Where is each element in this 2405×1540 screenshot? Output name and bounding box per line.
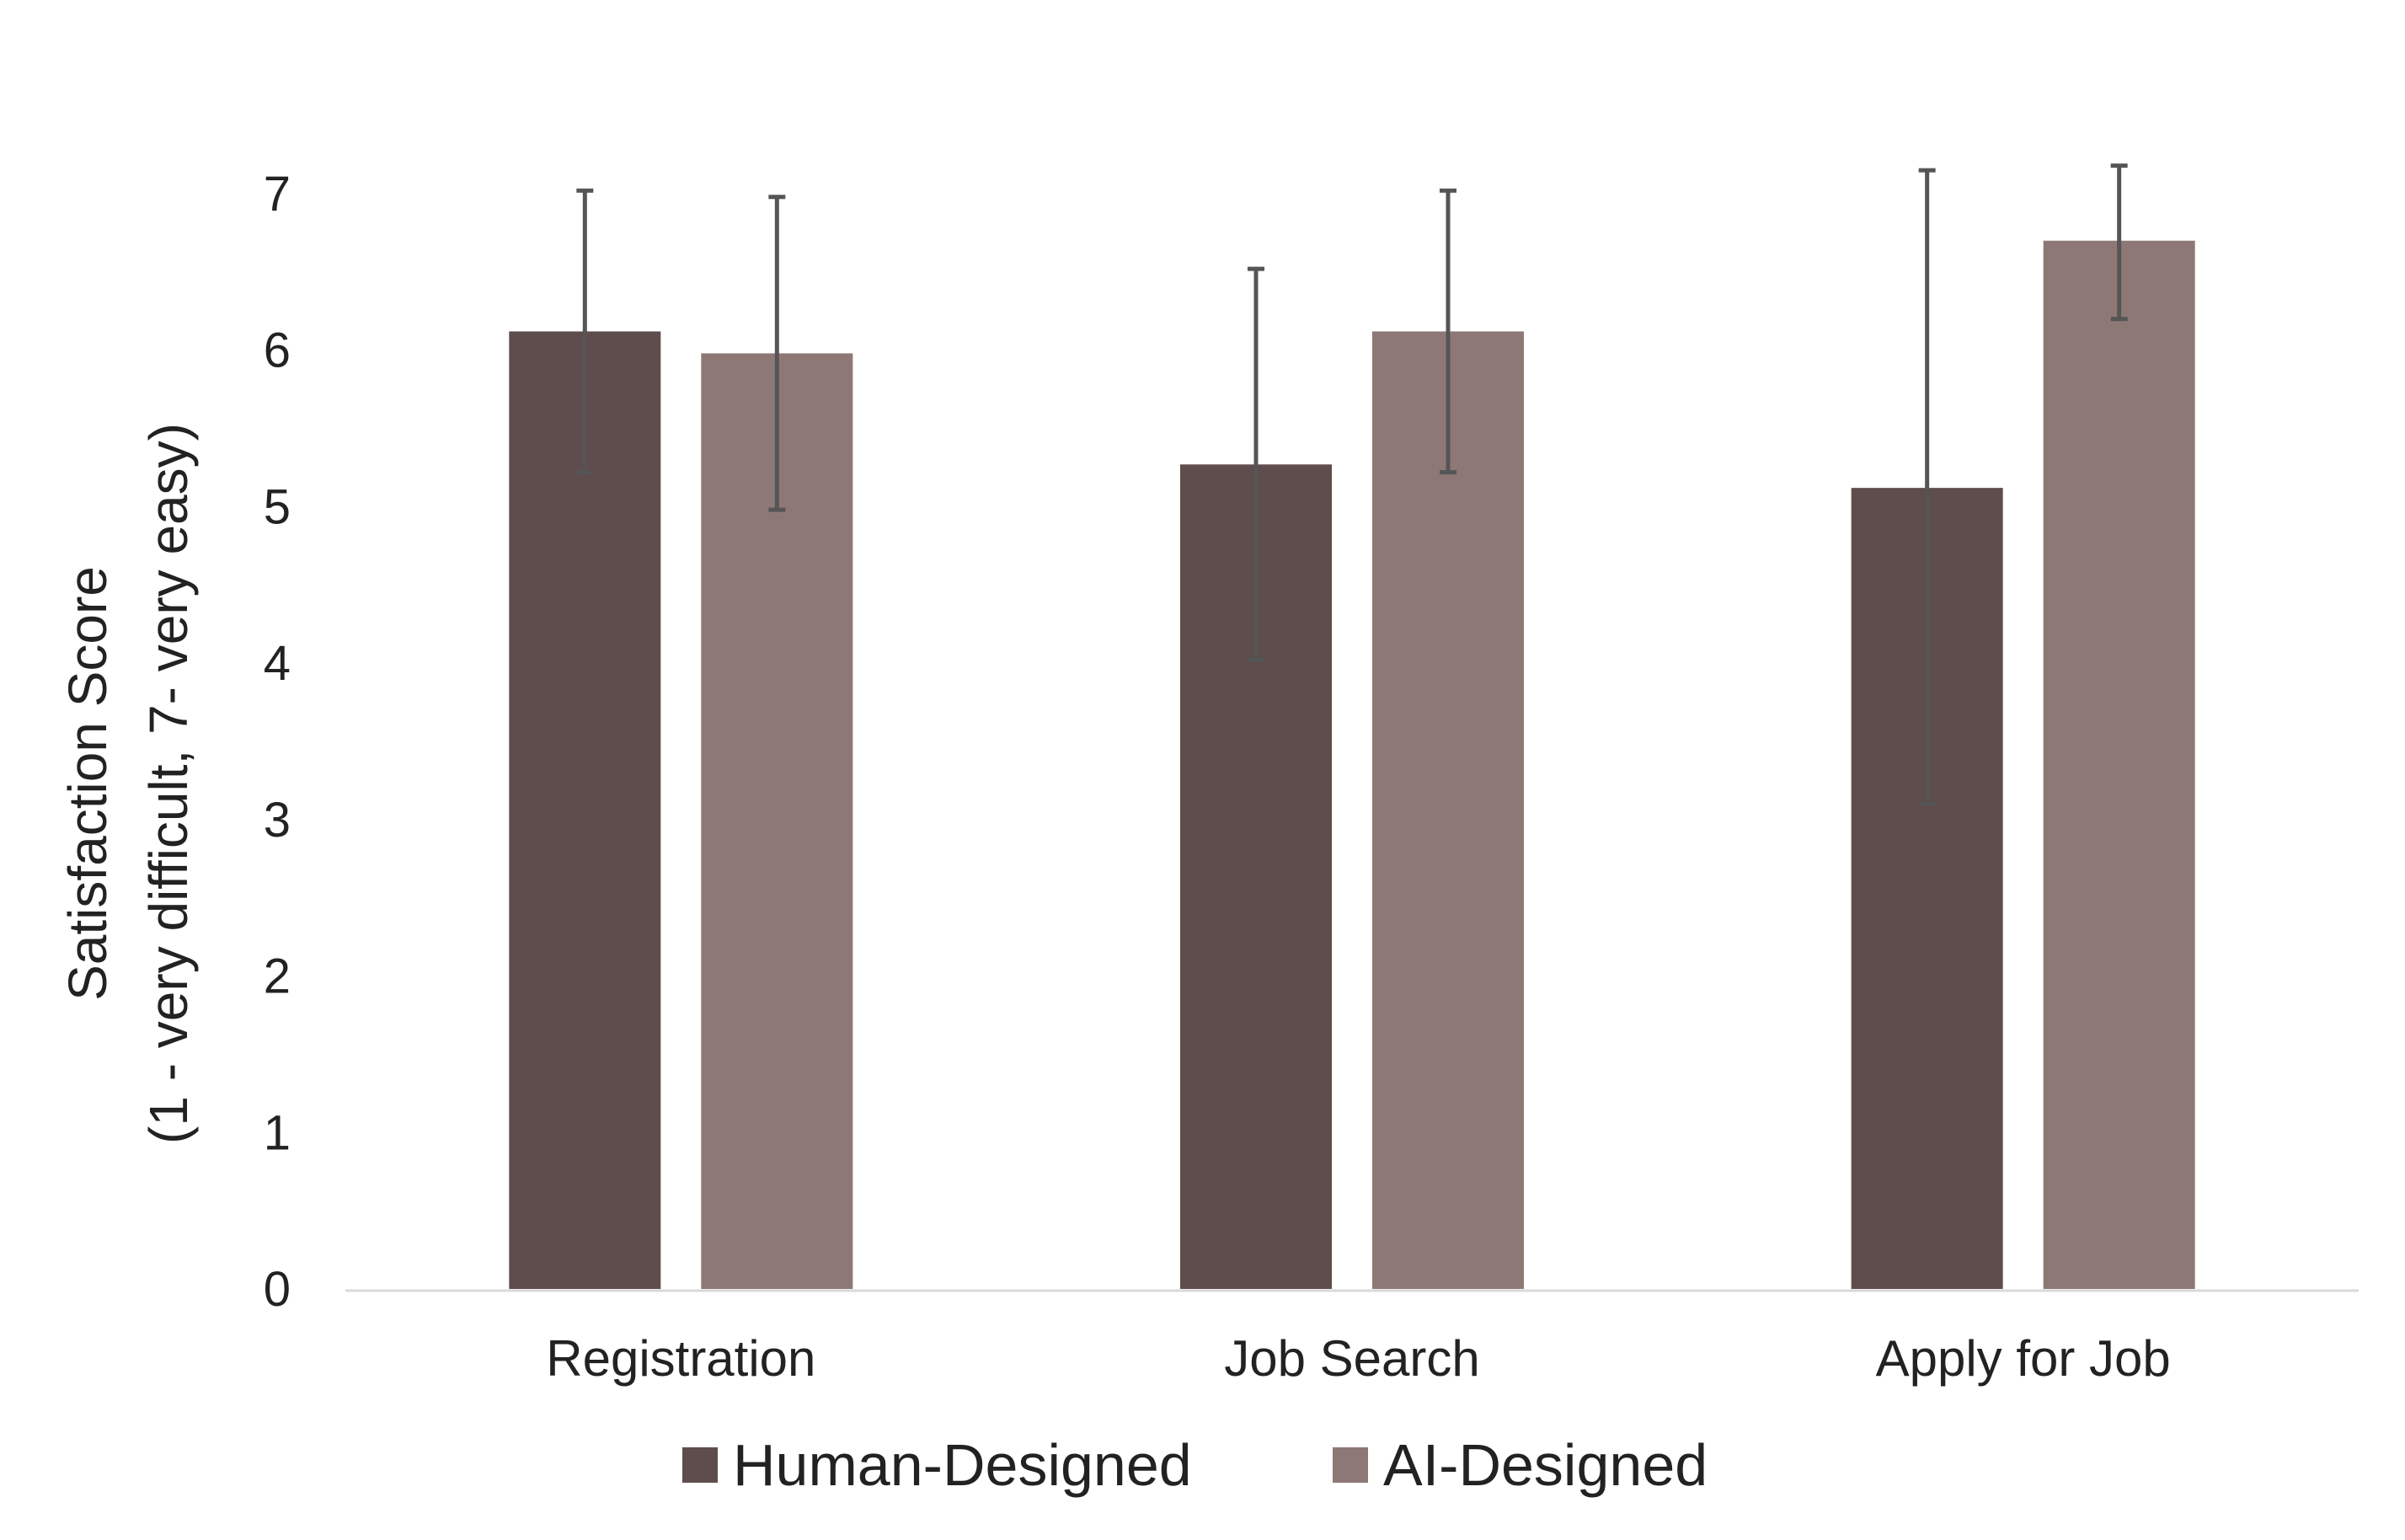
category-labels: Registration Job Search Apply for Job	[546, 1330, 2171, 1387]
x-category-label: Apply for Job	[1876, 1330, 2171, 1387]
legend-swatch	[682, 1447, 718, 1483]
y-axis-ticks: 0 1 2 3 4 5 6 7	[264, 167, 291, 1317]
y-tick-label: 4	[264, 636, 291, 691]
y-tick-label: 1	[264, 1105, 291, 1160]
error-bar	[768, 195, 786, 512]
y-tick-label: 0	[264, 1262, 291, 1317]
legend: Human-Designed AI-Designed	[682, 1432, 1708, 1498]
y-tick-label: 3	[264, 793, 291, 848]
error-bar	[576, 188, 594, 475]
legend-item: AI-Designed	[1333, 1432, 1708, 1498]
legend-item: Human-Designed	[682, 1432, 1192, 1498]
legend-label: Human-Designed	[733, 1432, 1192, 1498]
y-tick-label: 2	[264, 949, 291, 1004]
x-category-label: Job Search	[1224, 1330, 1480, 1387]
bar	[2043, 240, 2195, 1289]
y-axis-title-line1: Satisfaction Score	[57, 566, 118, 1001]
error-bar	[2110, 163, 2128, 322]
bar	[1372, 331, 1524, 1289]
legend-label: AI-Designed	[1383, 1432, 1708, 1498]
y-axis-title-line2: (1 - very difficult, 7- very easy)	[138, 423, 199, 1144]
error-bar	[1440, 188, 1456, 475]
error-bar	[1918, 168, 1936, 806]
y-tick-label: 5	[264, 479, 291, 534]
y-tick-label: 6	[264, 324, 291, 378]
x-category-label: Registration	[546, 1330, 815, 1387]
bars-layer	[509, 240, 2195, 1289]
error-bar	[1248, 266, 1264, 662]
error-bars-layer	[576, 163, 2128, 806]
legend-swatch	[1333, 1447, 1368, 1483]
y-axis-title: Satisfaction Score (1 - very difficult, …	[57, 423, 199, 1144]
y-tick-label: 7	[264, 167, 291, 222]
bar	[509, 331, 661, 1289]
